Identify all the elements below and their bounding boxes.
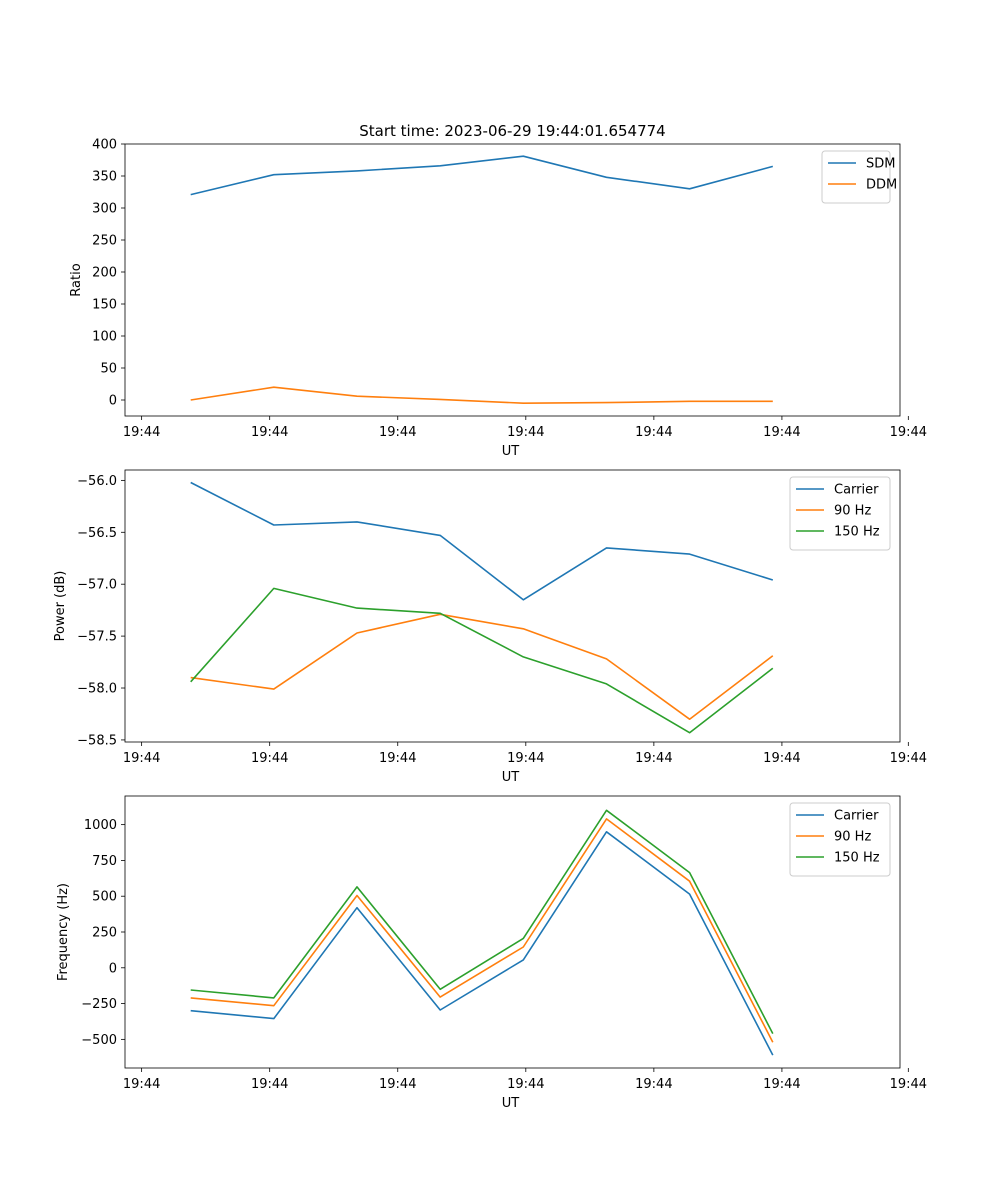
x-tick-label: 19:44 — [251, 1077, 288, 1092]
subplot-1: Start time: 2023-06-29 19:44:01.654774 19… — [69, 122, 927, 459]
legend-entry: SDM — [866, 157, 895, 172]
series-line-sdm — [190, 155, 774, 196]
y-tick-label: −57.0 — [77, 578, 117, 593]
x-axis-label: UT — [502, 1096, 520, 1111]
y-tick-label: −250 — [81, 997, 117, 1012]
y-tick-label: 200 — [92, 266, 117, 281]
x-tick-label: 19:44 — [251, 751, 288, 766]
y-tick-label: 0 — [109, 394, 117, 409]
y-tick-label: 100 — [92, 330, 117, 345]
x-axis-label: UT — [502, 770, 520, 785]
y-tick-label: 250 — [92, 234, 117, 249]
y-tick-label: 300 — [92, 202, 117, 217]
legend-entry: 90 Hz — [834, 504, 871, 519]
y-tick-label: −56.5 — [77, 526, 117, 541]
legend-entry: Carrier — [834, 809, 879, 824]
y-tick-label: 150 — [92, 298, 117, 313]
legend-entry: 90 Hz — [834, 830, 871, 845]
legend-entry: Carrier — [834, 483, 879, 498]
x-tick-label: 19:44 — [507, 1077, 544, 1092]
legend-entry: DDM — [866, 178, 897, 193]
x-axis-label: UT — [502, 444, 520, 459]
x-tick-label: 19:44 — [890, 751, 927, 766]
legend-box — [821, 150, 891, 204]
x-tick-label: 19:44 — [379, 425, 416, 440]
plot-frame — [124, 143, 901, 417]
x-tick-label: 19:44 — [123, 1077, 160, 1092]
series-line-carrier — [190, 481, 774, 601]
legend: SDM DDM — [821, 150, 897, 204]
chart-title: Start time: 2023-06-29 19:44:01.654774 — [359, 122, 665, 140]
y-tick-label: −500 — [81, 1033, 117, 1048]
series-line-150-hz — [190, 587, 774, 734]
x-tick-label: 19:44 — [379, 751, 416, 766]
x-tick-label: 19:44 — [379, 1077, 416, 1092]
x-tick-label: 19:44 — [763, 751, 800, 766]
plot-frame — [124, 795, 901, 1069]
plot-frame — [124, 469, 901, 743]
legend-entry: 150 Hz — [834, 851, 880, 866]
y-tick-label: 350 — [92, 170, 117, 185]
x-tick-label: 19:44 — [251, 425, 288, 440]
x-tick-label: 19:44 — [890, 425, 927, 440]
series-line-150-hz — [190, 809, 774, 1034]
series-group — [190, 809, 774, 1056]
x-tick-label: 19:44 — [635, 751, 672, 766]
legend-entry: 150 Hz — [834, 525, 880, 540]
subplot-2: 19:44 19:44 19:44 19:44 19:44 19:44 19:44 −58.5… — [53, 469, 927, 785]
series-line-90-hz — [190, 613, 774, 721]
x-tick-label: 19:44 — [507, 751, 544, 766]
y-tick-label: 1000 — [84, 818, 117, 833]
x-tick-label: 19:44 — [635, 1077, 672, 1092]
legend: Carrier 90 Hz 150 Hz — [789, 476, 891, 551]
y-tick-label: 400 — [92, 138, 117, 153]
x-tick-label: 19:44 — [635, 425, 672, 440]
series-line-carrier — [190, 830, 774, 1056]
subplot-3: 19:44 19:44 19:44 19:44 19:44 19:44 19:44 −500 −… — [56, 795, 927, 1111]
y-axis-label: Power (dB) — [53, 571, 68, 642]
y-tick-label: 50 — [100, 362, 117, 377]
series-group — [190, 481, 774, 734]
y-tick-label: 750 — [92, 854, 117, 869]
x-tick-label: 19:44 — [890, 1077, 927, 1092]
series-line-90-hz — [190, 818, 774, 1043]
series-group — [190, 155, 774, 405]
x-tick-label: 19:44 — [507, 425, 544, 440]
x-tick-label: 19:44 — [763, 1077, 800, 1092]
y-tick-label: 250 — [92, 926, 117, 941]
series-line-ddm — [190, 386, 773, 405]
y-tick-label: −56.0 — [77, 474, 117, 489]
x-tick-label: 19:44 — [123, 425, 160, 440]
y-tick-label: 0 — [109, 961, 117, 976]
y-axis-label: Ratio — [69, 263, 84, 296]
x-tick-label: 19:44 — [763, 425, 800, 440]
x-tick-label: 19:44 — [123, 751, 160, 766]
y-tick-label: −58.0 — [77, 682, 117, 697]
y-axis-label: Frequency (Hz) — [56, 883, 71, 981]
y-tick-label: −57.5 — [77, 630, 117, 645]
legend: Carrier 90 Hz 150 Hz — [789, 802, 891, 877]
y-tick-label: −58.5 — [77, 733, 117, 748]
y-tick-label: 500 — [92, 890, 117, 905]
